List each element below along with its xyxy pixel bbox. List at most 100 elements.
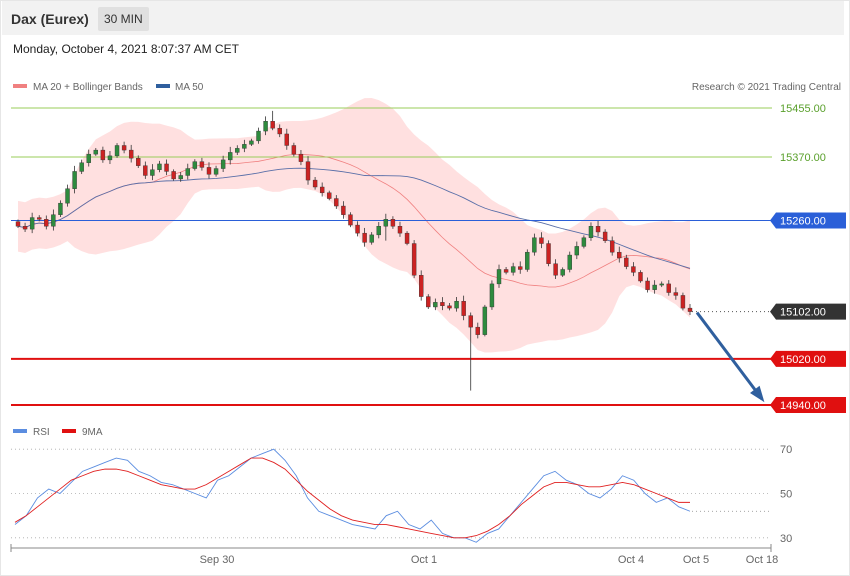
candle-body — [136, 157, 141, 166]
candle-body — [532, 237, 537, 253]
candle — [546, 240, 551, 267]
candle-body — [383, 219, 389, 227]
candle — [199, 157, 205, 171]
candle-body — [390, 219, 396, 227]
candle-body — [581, 237, 587, 247]
level-tag-support — [770, 350, 846, 367]
candle — [136, 155, 141, 168]
candle-body — [489, 283, 495, 308]
candle — [15, 219, 21, 228]
chart-header: Dax (Eurex) 30 MIN — [2, 1, 844, 35]
candle-body — [659, 283, 664, 286]
chart-datetime: Monday, October 4, 2021 8:07:37 AM CET — [13, 42, 239, 56]
x-tick-label: Oct 18 — [746, 554, 778, 566]
candle-body — [645, 280, 650, 290]
candle — [560, 267, 565, 277]
candle-body — [348, 214, 353, 226]
candle — [440, 297, 445, 311]
candle-body — [93, 149, 99, 155]
candle — [128, 144, 134, 163]
rsi-grid: 70 50 30 — [11, 444, 792, 545]
candle — [192, 159, 198, 171]
candle — [220, 155, 226, 173]
candle — [468, 312, 473, 391]
level-label: 14940.00 — [780, 400, 826, 412]
candle — [319, 182, 325, 197]
level-label: 15020.00 — [780, 354, 826, 366]
candle-body — [638, 272, 643, 282]
candle — [171, 169, 176, 181]
candle — [567, 251, 572, 273]
candle-body — [426, 296, 431, 308]
candle-body — [256, 130, 261, 142]
candle — [376, 222, 381, 239]
candle — [447, 303, 452, 311]
candle-body — [447, 305, 452, 309]
candle — [362, 227, 367, 247]
candle — [687, 303, 693, 316]
candle — [305, 156, 311, 185]
instrument-title: Dax (Eurex) — [11, 11, 89, 27]
candle-body — [496, 269, 502, 285]
candle-body — [86, 153, 91, 163]
timeframe-button[interactable]: 30 MIN — [98, 7, 149, 31]
level-label: 15370.00 — [780, 152, 826, 164]
candle-body — [185, 168, 190, 176]
legend-ma20-label: MA 20 + Bollinger Bands — [33, 82, 143, 93]
candle — [553, 259, 558, 279]
candle-body — [652, 284, 657, 290]
candle — [454, 297, 459, 312]
candle-body — [15, 221, 21, 227]
legend: MA 20 + Bollinger Bands MA 50 Research ©… — [13, 82, 841, 93]
candle-body — [107, 155, 113, 161]
x-tick-label: Oct 1 — [411, 554, 437, 566]
price-levels — [11, 107, 772, 406]
candle — [525, 249, 530, 272]
legend-ma50-label: MA 50 — [175, 82, 204, 93]
candle — [327, 190, 332, 201]
projection-shaft — [695, 311, 764, 400]
level-labels: 15455.00 15370.00 15260.00 15102.00 15020.00… — [770, 103, 846, 413]
candle — [348, 212, 353, 228]
candle — [461, 295, 466, 321]
candle — [249, 138, 254, 147]
candle — [164, 159, 169, 176]
candle — [121, 141, 127, 154]
candle-body — [510, 266, 516, 273]
candle-body — [164, 163, 169, 172]
candle — [503, 267, 509, 275]
candle-body — [567, 254, 572, 270]
candle-body — [574, 246, 580, 256]
candle-body — [680, 295, 686, 309]
candle — [433, 298, 438, 311]
candle-body — [341, 205, 346, 215]
candle-body — [482, 306, 488, 335]
candle-body — [546, 243, 551, 264]
candle-body — [291, 145, 297, 155]
projection-arrow — [695, 311, 765, 403]
candle-body — [270, 121, 275, 129]
x-tick-label: Oct 4 — [618, 554, 644, 566]
candle — [475, 322, 480, 339]
level-tag-last — [770, 303, 846, 320]
candle-body — [143, 165, 148, 176]
candle-body — [72, 171, 77, 189]
candle — [581, 235, 587, 249]
candle — [114, 143, 120, 158]
rsi-9ma-line — [14, 457, 690, 539]
rsi-legend: RSI 9MA — [13, 427, 103, 438]
candle-body — [171, 171, 176, 180]
candle-body — [518, 266, 523, 270]
legend-9ma-swatch — [62, 429, 76, 433]
rsi-line — [14, 448, 691, 543]
candle-body — [37, 217, 42, 220]
candle — [609, 236, 615, 256]
candle-body — [609, 240, 615, 253]
moving-averages — [17, 153, 691, 288]
candle — [595, 221, 601, 237]
x-tick-label: Sep 30 — [200, 554, 235, 566]
candle-body — [58, 202, 63, 215]
candle — [298, 149, 304, 166]
candle-body — [334, 198, 339, 207]
candle — [100, 146, 106, 163]
